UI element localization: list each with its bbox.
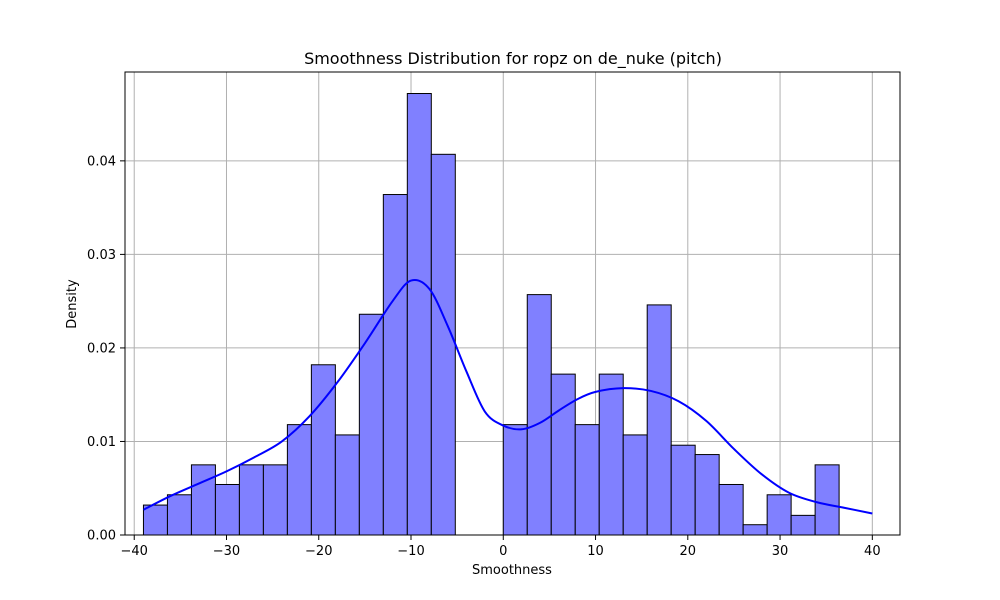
- histogram-bar: [622, 434, 648, 536]
- x-tick-label: −30: [213, 544, 240, 559]
- histogram-bar: [718, 483, 744, 536]
- histogram-bar: [238, 464, 264, 536]
- y-tick-label: 0.04: [87, 154, 116, 169]
- histogram-bar: [286, 424, 312, 536]
- histogram-bar: [262, 464, 288, 536]
- histogram-bar: [190, 464, 216, 536]
- histogram-bar: [382, 194, 408, 536]
- x-tick-label: −40: [121, 544, 148, 559]
- histogram-bar: [694, 454, 720, 536]
- histogram-bar: [166, 494, 192, 536]
- histogram-bar: [334, 434, 360, 536]
- x-tick-label: 10: [587, 544, 604, 559]
- y-axis-ticks: 0.00 0.01 0.02 0.03 0.04: [87, 154, 125, 544]
- histogram-bars: [142, 93, 840, 536]
- x-tick-label: 40: [864, 544, 881, 559]
- histogram-bar: [430, 153, 456, 536]
- y-tick-label: 0.00: [87, 529, 116, 544]
- histogram-bar: [646, 304, 672, 536]
- histogram-bar: [526, 294, 552, 536]
- x-tick-label: −10: [397, 544, 424, 559]
- histogram-bar: [814, 464, 840, 536]
- y-tick-label: 0.03: [87, 248, 116, 263]
- chart-title: Smoothness Distribution for ropz on de_n…: [304, 49, 722, 69]
- x-tick-label: 20: [680, 544, 697, 559]
- y-axis-label: Density: [65, 279, 80, 329]
- plot-frame: [124, 71, 901, 536]
- histogram-bar: [550, 373, 576, 536]
- x-tick-label: −20: [305, 544, 332, 559]
- histogram-bar: [142, 504, 168, 536]
- x-tick-label: 30: [772, 544, 789, 559]
- histogram-bar: [670, 444, 696, 536]
- x-axis-ticks: −40 −30 −20 −10 0 10 20 30 40: [121, 535, 881, 559]
- histogram-bar: [742, 524, 768, 536]
- histogram-bar: [574, 424, 600, 536]
- y-tick-label: 0.02: [87, 341, 116, 356]
- kde-curve: [142, 278, 873, 515]
- histogram-bar: [502, 424, 528, 536]
- x-tick-label: 0: [499, 544, 507, 559]
- histogram-bar: [598, 373, 624, 536]
- x-axis-label: Smoothness: [472, 563, 552, 578]
- histogram-bar: [766, 494, 792, 536]
- histogram-bar: [214, 483, 240, 536]
- y-tick-label: 0.01: [87, 435, 116, 450]
- histogram-bar: [406, 93, 432, 536]
- histogram-bar: [790, 514, 816, 536]
